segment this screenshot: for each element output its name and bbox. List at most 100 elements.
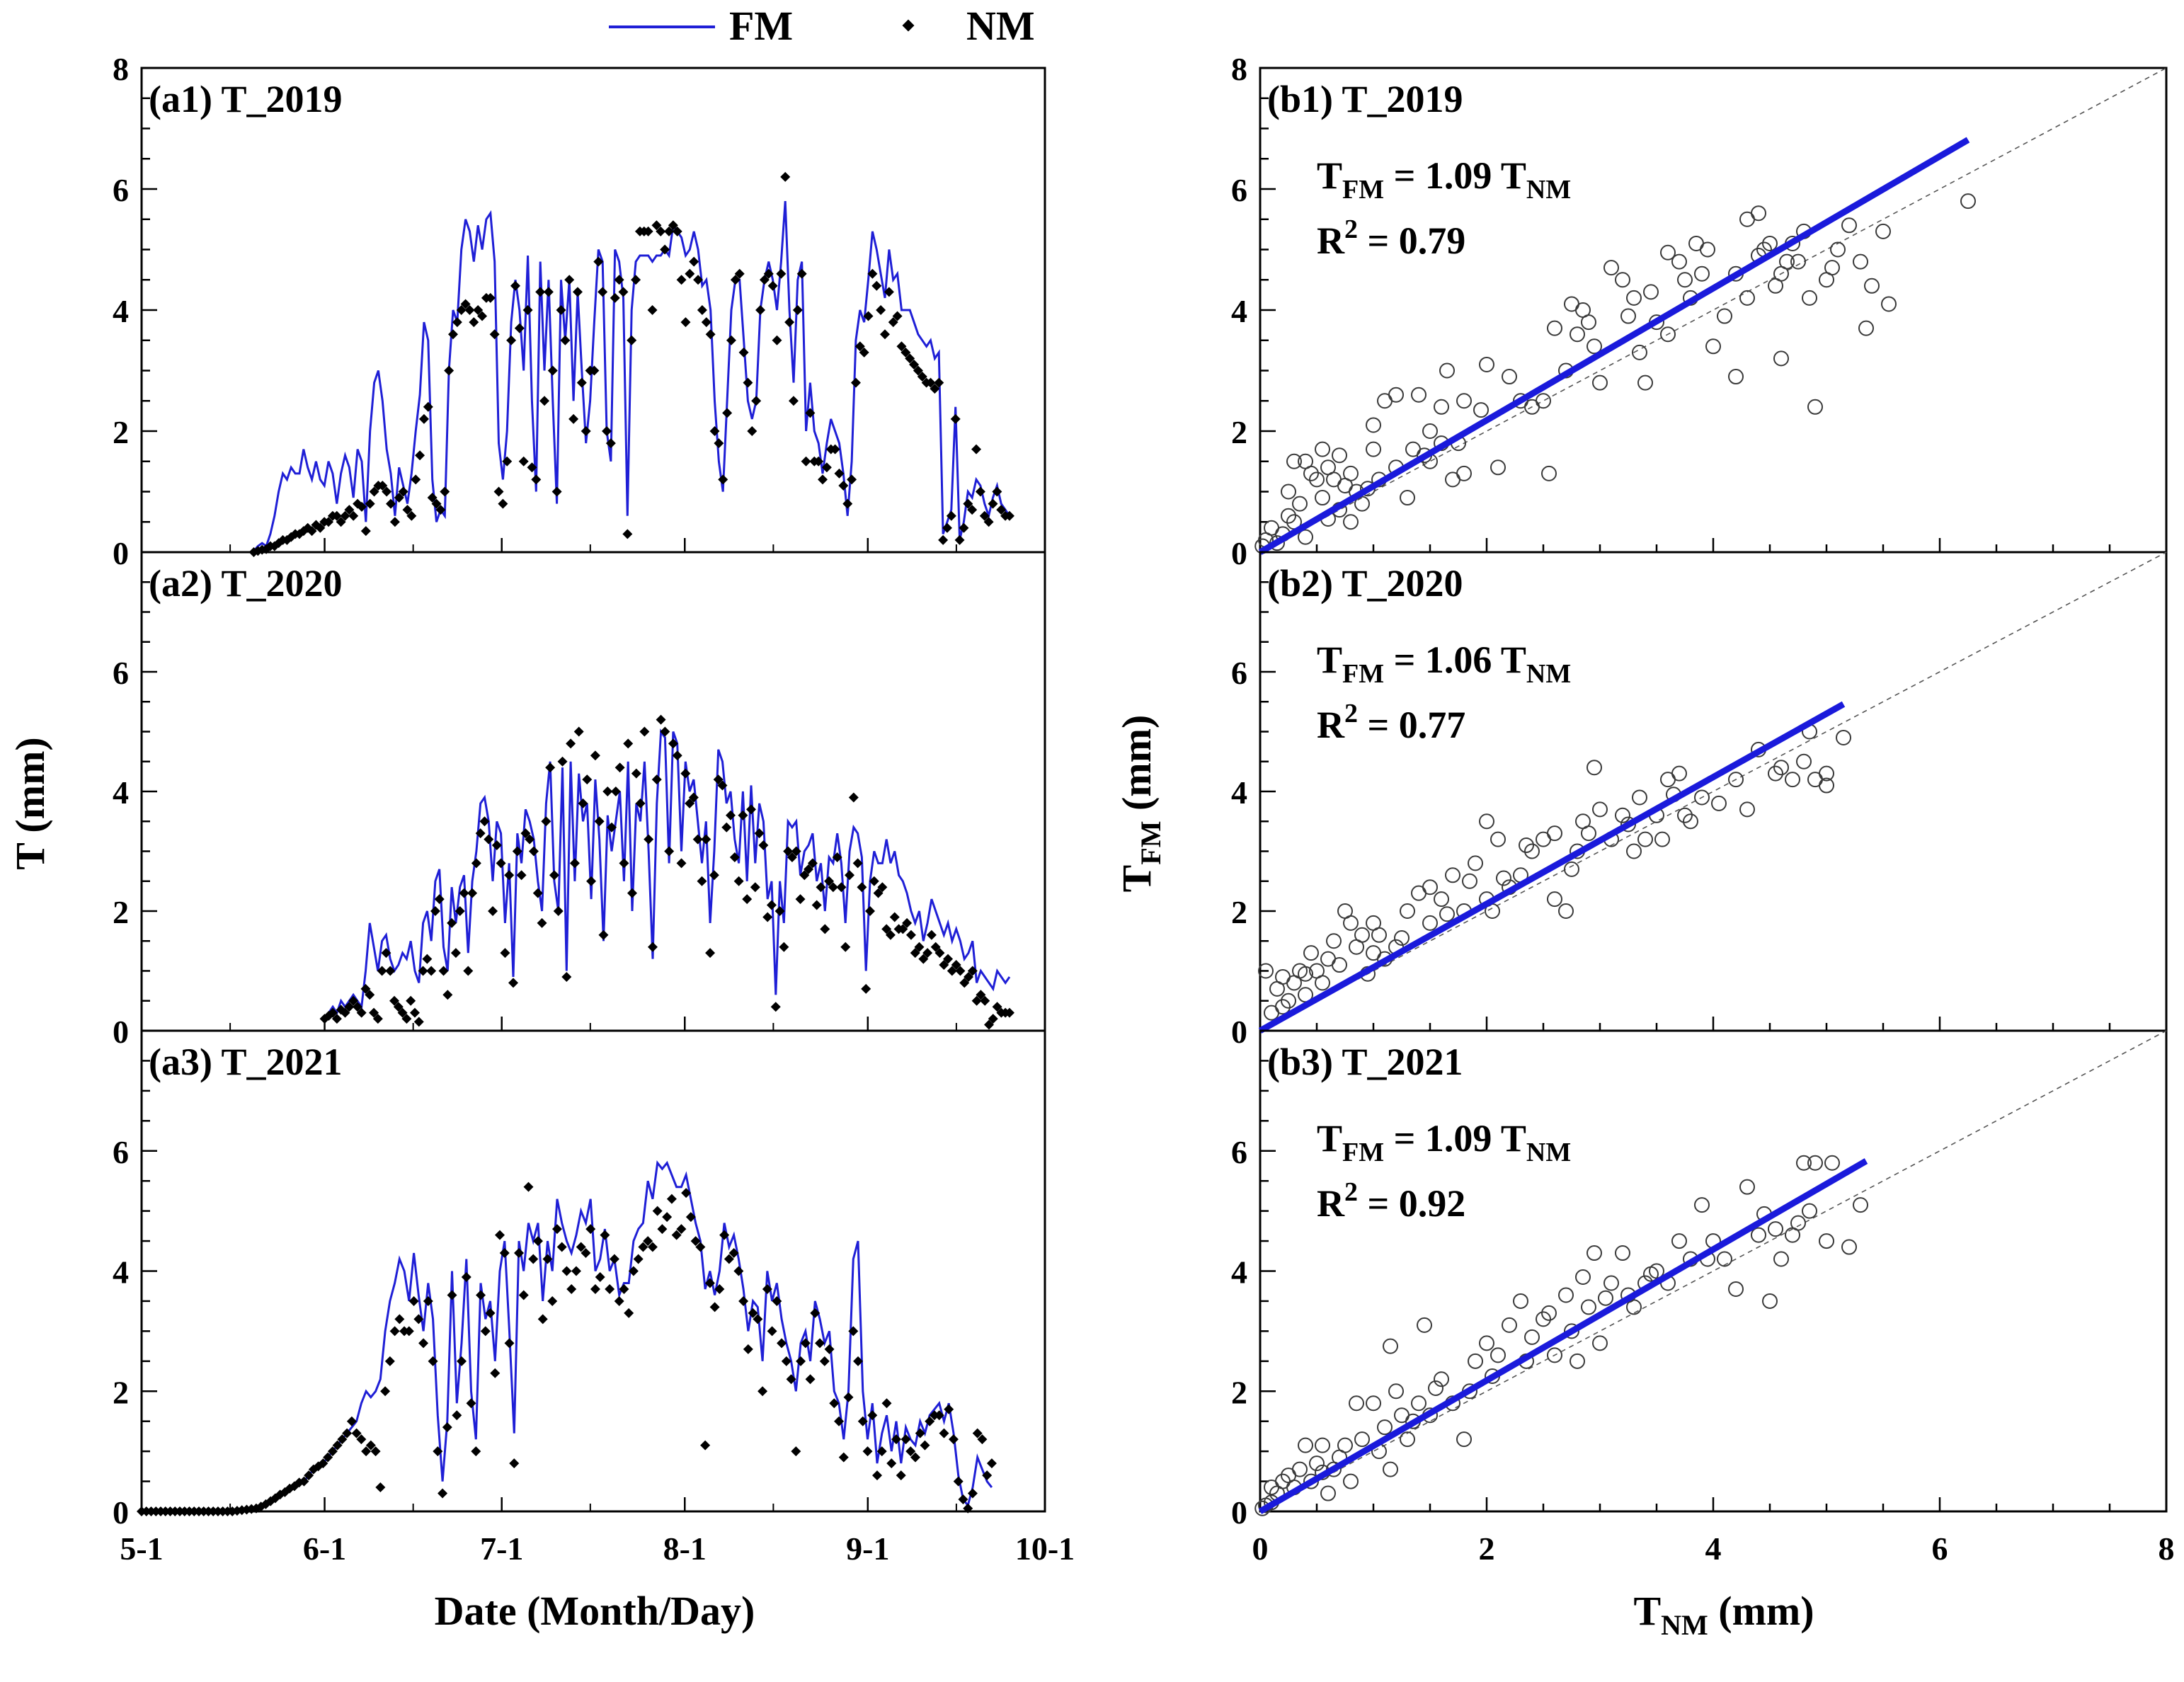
nm-point: [795, 894, 806, 905]
nm-point: [871, 280, 882, 291]
x-tick-label: 10-1: [1015, 1531, 1075, 1567]
nm-point: [328, 1007, 338, 1018]
nm-point: [327, 1446, 338, 1457]
nm-point: [915, 1428, 925, 1438]
nm-point: [394, 1314, 405, 1325]
nm-point: [780, 171, 791, 182]
nm-point: [834, 1416, 845, 1426]
nm-point: [594, 816, 605, 827]
nm-point: [393, 1002, 404, 1012]
nm-point: [876, 1446, 887, 1457]
nm-point: [614, 275, 624, 285]
y-tick-label: 0: [113, 1494, 129, 1531]
nm-point: [963, 1503, 973, 1514]
nm-point: [728, 1248, 739, 1259]
nm-point: [902, 917, 913, 928]
nm-point: [418, 1338, 429, 1349]
scatter-point: [1417, 1317, 1432, 1333]
scatter-point: [1671, 765, 1687, 782]
fm-series-line: [324, 728, 1011, 1019]
nm-point: [714, 438, 724, 449]
nm-point: [816, 882, 826, 893]
nm-point: [532, 888, 543, 898]
scatter-point: [1762, 1293, 1778, 1309]
nm-point: [413, 1017, 424, 1027]
nm-point: [693, 275, 704, 285]
nm-point: [701, 317, 711, 328]
scatter-point: [1298, 966, 1313, 982]
nm-point: [438, 1488, 448, 1499]
nm-point: [607, 822, 617, 833]
scatter-point: [1343, 915, 1359, 931]
regression-equation: TFM = 1.09 TNM: [1317, 1117, 1571, 1167]
nm-point: [510, 280, 520, 291]
nm-point: [774, 906, 785, 916]
nm-point: [485, 292, 496, 303]
y-tick-label: 2: [113, 1374, 129, 1410]
nm-point: [460, 299, 471, 309]
scatter-point: [1343, 514, 1359, 530]
nm-point: [622, 529, 633, 539]
nm-point: [689, 256, 699, 267]
nm-point: [610, 292, 620, 303]
scatter-point: [1366, 417, 1381, 433]
nm-point: [423, 1295, 433, 1306]
nm-point: [750, 882, 760, 893]
scatter-point: [1434, 891, 1449, 908]
nm-point: [384, 1356, 395, 1366]
nm-point: [805, 1374, 816, 1385]
scatter-point: [1785, 772, 1800, 788]
nm-point: [759, 275, 770, 285]
nm-point: [593, 256, 604, 267]
scatter-point: [1626, 1299, 1642, 1315]
y-tick-label: 0: [1231, 1494, 1247, 1531]
nm-point: [348, 995, 359, 1006]
nm-point: [821, 462, 832, 473]
nm-point: [602, 426, 612, 436]
nm-point: [914, 942, 925, 952]
scatter-point: [1479, 813, 1494, 830]
timeseries-panel-1: 0 2 4 6 8 (a1) T_2019: [113, 51, 1046, 571]
nm-point: [719, 1230, 730, 1240]
scatter-point: [1343, 465, 1359, 481]
nm-point: [531, 474, 542, 485]
nm-point: [742, 894, 753, 905]
nm-point: [389, 517, 400, 527]
nm-point: [652, 1206, 663, 1216]
nm-point: [738, 347, 749, 357]
nm-point: [471, 858, 481, 869]
nm-point: [605, 438, 616, 449]
scatter-point: [1728, 772, 1744, 788]
nm-point: [791, 1446, 801, 1457]
nm-point: [685, 798, 695, 808]
scatter-point: [1315, 1437, 1330, 1453]
nm-point: [662, 1212, 673, 1223]
nm-point: [518, 1290, 529, 1300]
scatter-point: [1456, 1431, 1472, 1448]
y-tick-label: 4: [113, 1254, 129, 1291]
nm-point: [845, 870, 855, 881]
scatter-point: [1354, 1431, 1370, 1448]
left-y-axis-title: T (mm): [7, 737, 53, 869]
y-tick-label: 6: [1231, 655, 1247, 691]
nm-point: [627, 335, 637, 345]
scatter-point: [1541, 1305, 1557, 1321]
scatter-point: [1303, 465, 1319, 481]
scatter-point: [1864, 278, 1880, 294]
nm-point: [926, 929, 937, 940]
r2-value: = 0.92: [1358, 1182, 1465, 1225]
nm-point: [943, 954, 954, 964]
nm-point: [876, 305, 886, 315]
nm-point: [863, 311, 874, 321]
scatter-point: [1790, 1215, 1806, 1231]
nm-point: [666, 1194, 677, 1204]
nm-point: [442, 990, 453, 1000]
nm-point: [657, 1224, 668, 1235]
nm-point: [787, 852, 797, 862]
nm-point: [714, 1283, 725, 1294]
nm-point: [344, 1002, 355, 1012]
equation-t: T: [1317, 1117, 1342, 1160]
nm-point: [862, 1446, 873, 1457]
right-y-axis-title: TFM (mm): [1114, 715, 1167, 893]
regression-line: [1258, 701, 1846, 1034]
